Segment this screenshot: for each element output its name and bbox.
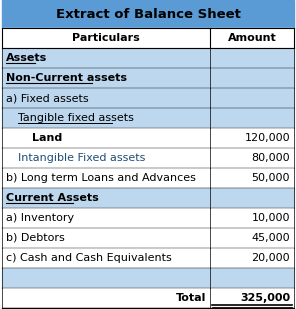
Bar bbox=[2, 288, 294, 308]
Bar bbox=[2, 268, 294, 288]
Bar bbox=[2, 148, 294, 168]
Text: a) Inventory: a) Inventory bbox=[6, 213, 74, 223]
Bar bbox=[2, 0, 294, 28]
Text: Tangible fixed assets: Tangible fixed assets bbox=[18, 113, 134, 123]
Text: 50,000: 50,000 bbox=[252, 173, 290, 183]
Bar bbox=[2, 28, 294, 48]
Bar bbox=[2, 88, 294, 108]
Bar bbox=[2, 188, 294, 208]
Text: Non-Current assets: Non-Current assets bbox=[6, 73, 127, 83]
Text: Current Assets: Current Assets bbox=[6, 193, 99, 203]
Text: Amount: Amount bbox=[228, 33, 276, 43]
Text: 325,000: 325,000 bbox=[240, 293, 290, 303]
Text: Total: Total bbox=[176, 293, 206, 303]
Bar bbox=[2, 208, 294, 228]
Bar bbox=[2, 228, 294, 248]
Bar bbox=[2, 128, 294, 148]
Text: 80,000: 80,000 bbox=[251, 153, 290, 163]
Bar bbox=[2, 48, 294, 68]
Text: a) Fixed assets: a) Fixed assets bbox=[6, 93, 89, 103]
Text: 10,000: 10,000 bbox=[252, 213, 290, 223]
Text: Extract of Balance Sheet: Extract of Balance Sheet bbox=[56, 7, 240, 20]
Text: c) Cash and Cash Equivalents: c) Cash and Cash Equivalents bbox=[6, 253, 172, 263]
Text: b) Long term Loans and Advances: b) Long term Loans and Advances bbox=[6, 173, 196, 183]
Bar bbox=[2, 248, 294, 268]
Text: Intangible Fixed assets: Intangible Fixed assets bbox=[18, 153, 145, 163]
Bar bbox=[2, 68, 294, 88]
Bar bbox=[2, 108, 294, 128]
Text: 120,000: 120,000 bbox=[244, 133, 290, 143]
Text: 20,000: 20,000 bbox=[251, 253, 290, 263]
Text: Particulars: Particulars bbox=[72, 33, 140, 43]
Text: Land: Land bbox=[32, 133, 62, 143]
Bar bbox=[2, 168, 294, 188]
Text: b) Debtors: b) Debtors bbox=[6, 233, 65, 243]
Text: 45,000: 45,000 bbox=[251, 233, 290, 243]
Text: Assets: Assets bbox=[6, 53, 47, 63]
